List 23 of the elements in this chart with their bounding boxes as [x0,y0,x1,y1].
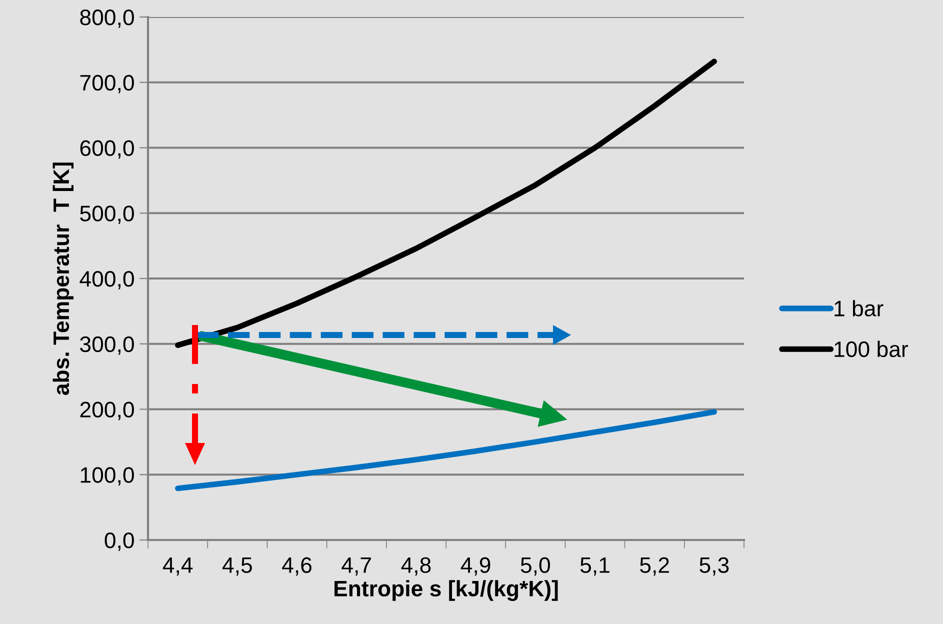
y-tick-label: 0,0 [104,532,134,551]
y-tick-label: 300,0 [80,336,134,355]
y-axis-title: abs. Temperatur T [K] [52,162,74,395]
y-tick-label: 800,0 [80,10,134,28]
y-tick-label: 400,0 [80,271,134,290]
x-tick-label: 5,1 [580,557,610,576]
legend-label: 1 bar [834,300,884,316]
x-tick-label: 5,2 [640,557,669,576]
y-tick-label: 500,0 [80,206,134,224]
y-tick-label: 600,0 [80,140,134,159]
legend-label: 100 bar [834,340,908,358]
x-tick-label: 4,6 [282,557,312,576]
x-tick-label: 4,9 [460,557,490,576]
y-tick-label: 700,0 [80,74,134,94]
x-tick-label: 4,4 [162,557,193,576]
x-tick-label: 4,7 [342,557,371,576]
x-tick-label: 4,8 [401,557,431,576]
x-axis-title: Entropie s [kJ/(kg*K)] [334,580,558,601]
x-tick-label: 5,0 [520,557,550,576]
y-tick-label: 100,0 [80,467,134,486]
y-tick-label: 200,0 [80,402,134,420]
x-tick-label: 5,3 [700,557,729,576]
x-tick-label: 4,5 [222,557,252,576]
